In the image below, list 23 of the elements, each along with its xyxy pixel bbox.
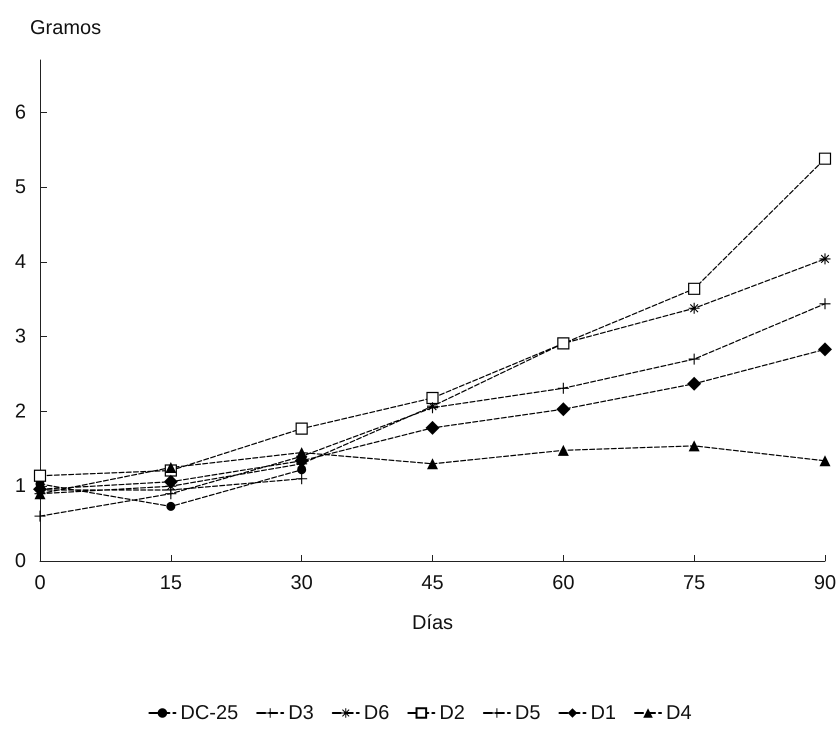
y-axis-title: Gramos — [30, 17, 102, 39]
legend-label: D4 — [666, 702, 692, 724]
legend-label: D5 — [514, 702, 540, 724]
y-tick-label: 4 — [14, 250, 26, 273]
x-tick-label: 15 — [160, 572, 182, 594]
x-tick-label: 60 — [552, 572, 574, 594]
y-tick-label: 5 — [14, 176, 26, 198]
x-tick-label: 30 — [290, 572, 313, 594]
x-tick-label: 45 — [421, 572, 444, 594]
y-tick-label: 0 — [14, 550, 26, 572]
y-tick-label: 1 — [14, 475, 26, 498]
y-tick-label: 6 — [14, 101, 26, 124]
y-tick-label: 2 — [14, 400, 26, 422]
x-tick-label: 75 — [683, 572, 706, 594]
legend-label: DC-25 — [180, 702, 238, 724]
legend-label: D6 — [364, 702, 390, 724]
legend-label: D2 — [439, 702, 465, 724]
x-tick-label: 0 — [34, 572, 46, 594]
x-tick-label: 90 — [814, 572, 836, 594]
x-axis-title: Días — [412, 612, 454, 634]
y-tick-label: 3 — [14, 326, 26, 348]
legend-label: D1 — [590, 702, 616, 724]
legend-label: D3 — [288, 702, 314, 724]
